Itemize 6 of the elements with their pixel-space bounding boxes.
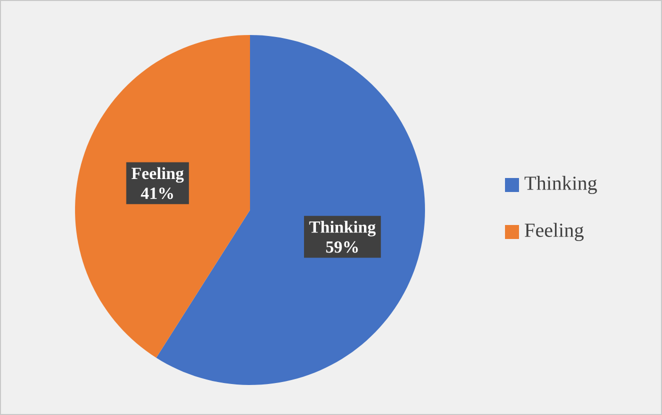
data-label: 41% [140,188,173,200]
legend-label: Feeling [524,222,584,242]
slice-label: Feeling [132,167,184,183]
legend-label: Thinking [524,176,597,194]
slice-label: Thinking [309,220,376,236]
data-label: 59% [326,241,358,253]
